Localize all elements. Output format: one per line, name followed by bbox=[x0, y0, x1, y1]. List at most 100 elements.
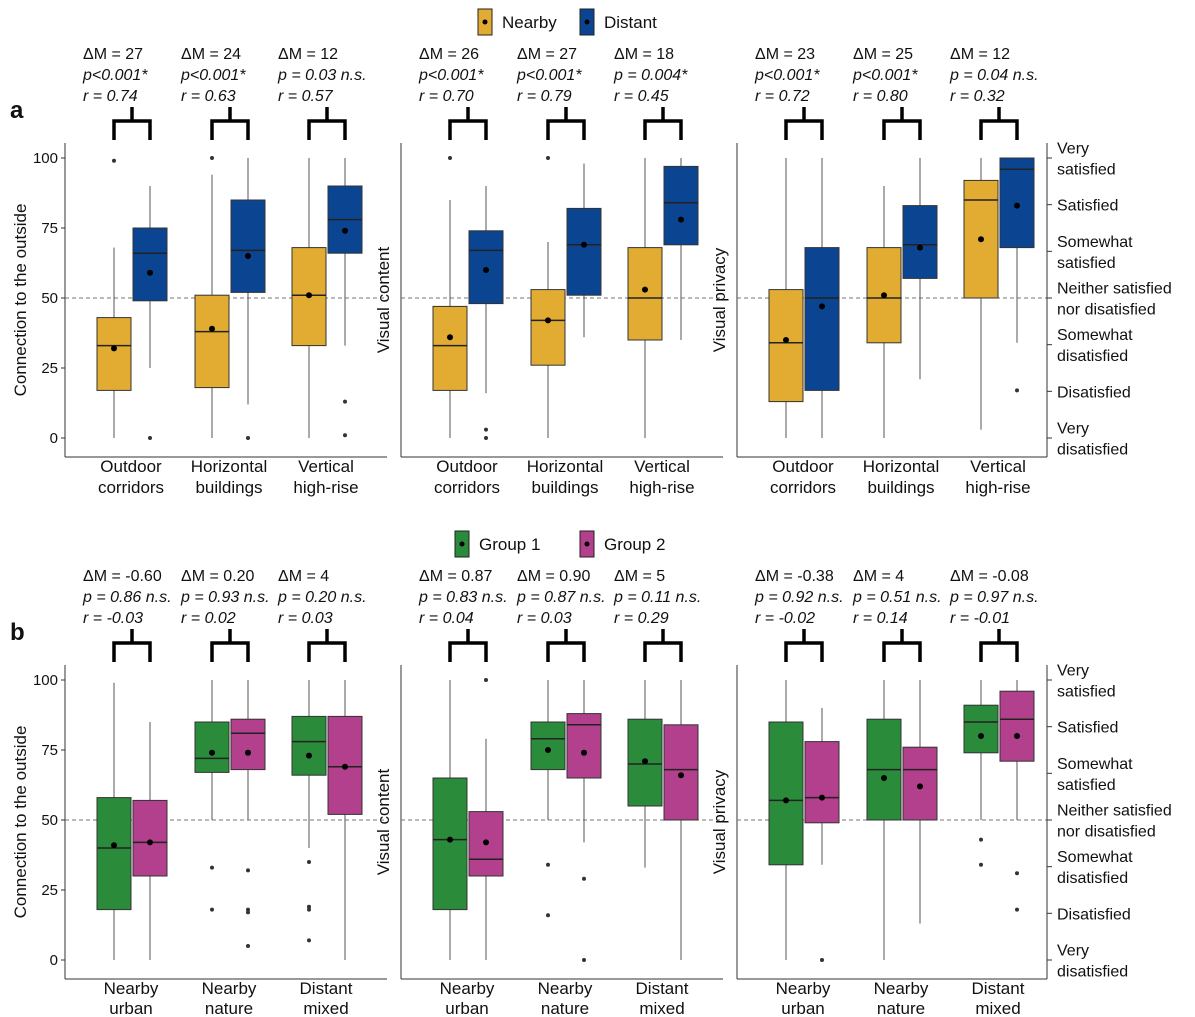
mean-point bbox=[678, 216, 684, 223]
x-category-label: buildings bbox=[867, 478, 934, 497]
significance-bracket bbox=[784, 629, 824, 662]
box bbox=[566, 713, 602, 779]
y-axis-label: Visual content bbox=[374, 768, 393, 875]
outlier-point bbox=[210, 156, 214, 160]
delta-m-label: ΔM = 12 bbox=[278, 46, 338, 63]
box bbox=[194, 721, 230, 773]
y-axis-label: Visual content bbox=[374, 246, 393, 353]
delta-m-label: ΔM = 0.20 bbox=[181, 568, 254, 585]
outlier-point bbox=[246, 868, 250, 873]
outlier-point bbox=[820, 958, 824, 962]
satisfaction-label: disatisfied bbox=[1057, 870, 1128, 887]
x-category-label: Vertical bbox=[970, 457, 1026, 476]
box bbox=[866, 247, 902, 344]
mean-point bbox=[581, 749, 587, 756]
box bbox=[963, 704, 999, 754]
p-value-label: p = 0.83 n.s. bbox=[418, 589, 508, 606]
box bbox=[194, 294, 230, 389]
outlier-point bbox=[343, 399, 347, 404]
box bbox=[804, 247, 840, 391]
effect-size-label: r = 0.79 bbox=[517, 88, 572, 105]
outlier-point bbox=[484, 678, 488, 682]
mean-point bbox=[917, 244, 923, 251]
mean-point bbox=[1014, 733, 1020, 739]
y-tick-label: 75 bbox=[41, 220, 58, 237]
satisfaction-label: disatisfied bbox=[1057, 964, 1128, 981]
significance-bracket bbox=[307, 107, 347, 140]
category-group: ΔM = 12 p = 0.03 n.s. r = 0.57 bbox=[277, 46, 367, 438]
mean-point bbox=[111, 345, 117, 352]
outlier-point bbox=[246, 907, 250, 912]
stat-annotation: ΔM = 0.87 p = 0.83 n.s. r = 0.04 bbox=[418, 568, 508, 627]
significance-bracket bbox=[882, 107, 922, 140]
stat-annotation: ΔM = 27 p<0.001* r = 0.79 bbox=[516, 46, 582, 105]
satisfaction-label: satisfied bbox=[1057, 162, 1116, 179]
p-value-label: p<0.001* bbox=[82, 67, 148, 84]
satisfaction-label: Somewhat bbox=[1057, 756, 1133, 773]
significance-bracket bbox=[112, 107, 152, 140]
legend-b: Group 1 Group 2 bbox=[454, 530, 665, 558]
category-group: ΔM = 4 p = 0.51 n.s. r = 0.14 bbox=[852, 568, 942, 960]
stat-annotation: ΔM = 18 p = 0.004* r = 0.45 bbox=[613, 46, 688, 105]
significance-bracket bbox=[643, 629, 683, 662]
panel-a-3: Visual privacy ΔM = 23 p<0.001* r = 0.72 Out… bbox=[710, 46, 1047, 497]
delta-m-label: ΔM = 25 bbox=[853, 46, 913, 63]
outlier-point bbox=[210, 907, 214, 912]
category-group: ΔM = 24 p<0.001* r = 0.63 bbox=[180, 46, 266, 440]
panel-a-2: Visual content ΔM = 26 p<0.001* r = 0.70 Out… bbox=[374, 46, 723, 497]
outlier-point bbox=[582, 958, 586, 962]
box bbox=[902, 205, 938, 279]
mean-point bbox=[245, 253, 251, 259]
box bbox=[132, 227, 168, 302]
mean-point bbox=[642, 286, 648, 293]
panel-label-b: b bbox=[10, 619, 25, 646]
stat-annotation: ΔM = 25 p<0.001* r = 0.80 bbox=[852, 46, 918, 105]
mean-point bbox=[342, 227, 348, 234]
box bbox=[230, 718, 266, 771]
x-category-label: Nearby bbox=[874, 979, 929, 998]
mean-point bbox=[881, 775, 887, 781]
effect-size-label: r = 0.72 bbox=[755, 88, 810, 105]
x-category-label: Nearby bbox=[776, 979, 831, 998]
stat-annotation: ΔM = 12 p = 0.03 n.s. r = 0.57 bbox=[277, 46, 367, 105]
mean-point bbox=[783, 797, 789, 804]
stat-annotation: ΔM = 4 p = 0.20 n.s. r = 0.03 bbox=[277, 568, 367, 627]
outlier-point bbox=[307, 907, 311, 912]
p-value-label: p = 0.97 n.s. bbox=[949, 589, 1039, 606]
x-category-label: high-rise bbox=[293, 478, 358, 497]
outlier-point bbox=[979, 862, 983, 867]
effect-size-label: r = 0.03 bbox=[517, 610, 572, 627]
x-category-label: Horizontal bbox=[863, 457, 940, 476]
p-value-label: p = 0.11 n.s. bbox=[613, 589, 701, 606]
effect-size-label: r = 0.04 bbox=[419, 610, 474, 627]
mean-point bbox=[209, 749, 215, 756]
outlier-point bbox=[343, 433, 347, 438]
legend-label-1: Group 1 bbox=[479, 535, 540, 554]
satisfaction-label: Very bbox=[1057, 943, 1089, 960]
x-category-label: buildings bbox=[531, 478, 598, 497]
panel-label-a: a bbox=[10, 97, 24, 124]
delta-m-label: ΔM = -0.08 bbox=[950, 568, 1029, 585]
effect-size-label: r = -0.03 bbox=[83, 610, 143, 627]
satisfaction-label: Neither satisfied bbox=[1057, 281, 1172, 298]
delta-m-label: ΔM = 27 bbox=[517, 46, 577, 63]
x-category-label: nature bbox=[877, 999, 925, 1017]
satisfaction-label: nor disatisfied bbox=[1057, 302, 1156, 319]
category-group: ΔM = 12 p = 0.04 n.s. r = 0.32 bbox=[949, 46, 1039, 430]
box bbox=[96, 797, 132, 911]
category-group: ΔM = 27 p<0.001* r = 0.74 bbox=[82, 46, 168, 440]
significance-bracket bbox=[882, 629, 922, 662]
satisfaction-label: Somewhat bbox=[1057, 849, 1133, 866]
outlier-point bbox=[307, 860, 311, 864]
outlier-point bbox=[546, 913, 550, 918]
category-group: ΔM = -0.08 p = 0.97 n.s. r = -0.01 bbox=[949, 568, 1039, 912]
effect-size-label: r = 0.03 bbox=[278, 610, 333, 627]
stat-annotation: ΔM = 0.20 p = 0.93 n.s. r = 0.02 bbox=[180, 568, 270, 627]
outlier-point bbox=[484, 436, 488, 440]
mean-point bbox=[819, 303, 825, 310]
y-axis-label: Connection to the outside bbox=[11, 204, 30, 397]
stat-annotation: ΔM = -0.08 p = 0.97 n.s. r = -0.01 bbox=[949, 568, 1039, 627]
x-category-label: nature bbox=[541, 999, 589, 1017]
outlier-point bbox=[546, 862, 550, 867]
mean-point bbox=[678, 772, 684, 779]
